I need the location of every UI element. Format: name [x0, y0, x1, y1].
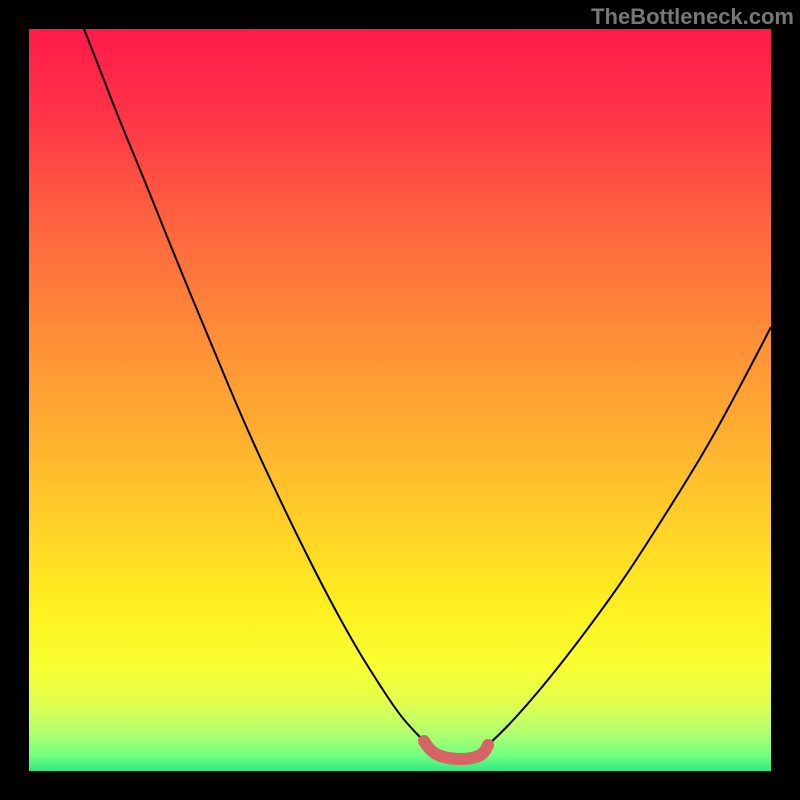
- bottleneck-chart-svg: [29, 29, 771, 771]
- chart-container: TheBottleneck.com: [0, 0, 800, 800]
- watermark-label: TheBottleneck.com: [591, 4, 794, 30]
- chart-background: [29, 29, 771, 771]
- chart-plot-area: [29, 29, 771, 771]
